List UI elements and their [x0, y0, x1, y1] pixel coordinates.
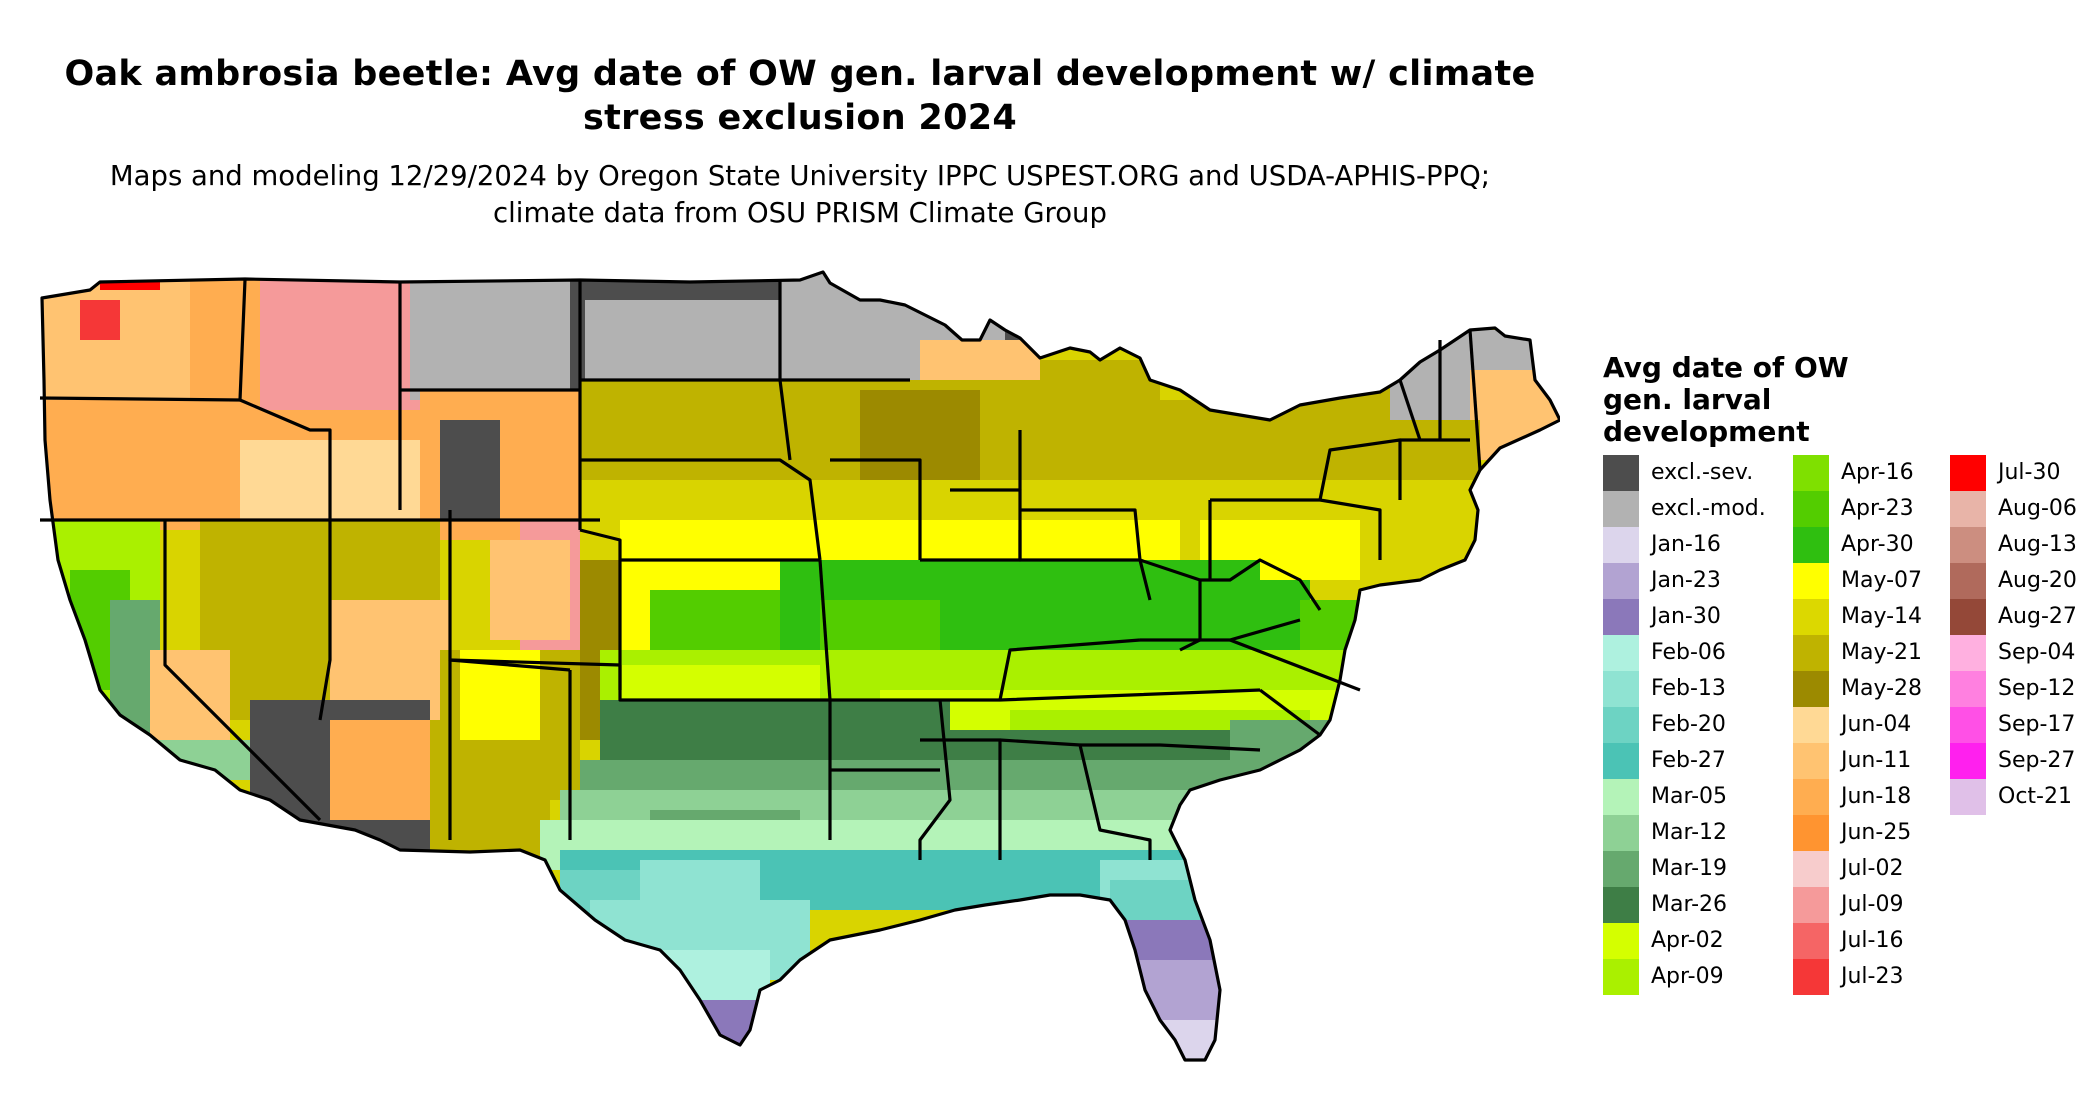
legend-swatch: [1950, 563, 1986, 599]
legend-label: Sep-17: [1998, 712, 2076, 737]
legend-label: Jun-18: [1841, 784, 1912, 809]
legend-swatch: [1793, 887, 1829, 923]
legend-label: May-21: [1841, 640, 1923, 665]
legend-swatch: [1950, 743, 1986, 779]
legend-swatch: [1603, 887, 1639, 923]
legend-label: Oct-21: [1998, 784, 2072, 809]
legend-swatch: [1793, 743, 1829, 779]
legend-swatch: [1793, 779, 1829, 815]
legend-label: Jan-16: [1651, 532, 1721, 557]
legend-label: Apr-02: [1651, 928, 1724, 953]
legend-label: May-28: [1841, 676, 1923, 701]
legend-swatch: [1603, 923, 1639, 959]
legend-label: Jan-30: [1651, 604, 1721, 629]
legend-label: Jun-04: [1841, 712, 1912, 737]
legend-swatch: [1603, 851, 1639, 887]
legend-swatch: [1603, 671, 1639, 707]
legend-label: Jun-25: [1841, 820, 1912, 845]
legend-swatch: [1603, 563, 1639, 599]
legend-swatch: [1603, 527, 1639, 563]
legend-swatch: [1950, 491, 1986, 527]
legend-swatch: [1603, 815, 1639, 851]
legend-label: Jul-09: [1841, 892, 1904, 917]
legend-swatch: [1950, 707, 1986, 743]
legend-label: Mar-12: [1651, 820, 1728, 845]
legend-swatch: [1793, 959, 1829, 995]
legend-label: Apr-23: [1841, 496, 1914, 521]
legend-swatch: [1793, 635, 1829, 671]
legend-swatch: [1793, 923, 1829, 959]
legend-label: Sep-12: [1998, 676, 2076, 701]
legend-swatch: [1793, 851, 1829, 887]
legend-label: Feb-20: [1651, 712, 1726, 737]
legend-label: Jan-23: [1651, 568, 1721, 593]
legend-label: May-07: [1841, 568, 1923, 593]
legend-swatch: [1603, 599, 1639, 635]
legend-label: Apr-16: [1841, 460, 1914, 485]
legend-label: Sep-04: [1998, 640, 2076, 665]
legend-swatch: [1603, 455, 1639, 491]
legend-label: Aug-13: [1998, 532, 2077, 557]
legend-swatch: [1603, 779, 1639, 815]
legend-swatch: [1950, 671, 1986, 707]
legend-label: excl.-mod.: [1651, 496, 1766, 521]
legend-swatch: [1793, 491, 1829, 527]
legend-label: Mar-26: [1651, 892, 1728, 917]
map-subtitle: Maps and modeling 12/29/2024 by Oregon S…: [109, 160, 1491, 229]
legend-label: Jul-02: [1841, 856, 1904, 881]
legend-label: Jul-16: [1841, 928, 1904, 953]
legend-swatch: [1950, 635, 1986, 671]
legend-swatch: [1793, 563, 1829, 599]
legend-label: Apr-09: [1651, 964, 1724, 989]
legend-swatch: [1793, 815, 1829, 851]
legend-swatch: [1603, 743, 1639, 779]
legend-swatch: [1793, 707, 1829, 743]
legend-label: Feb-27: [1651, 748, 1726, 773]
legend-swatch: [1793, 599, 1829, 635]
legend-title: Avg date of OW gen. larval development: [1603, 351, 1849, 448]
legend-label: Jun-11: [1841, 748, 1912, 773]
legend-swatch: [1950, 779, 1986, 815]
legend-swatch: [1603, 491, 1639, 527]
legend-label: Feb-06: [1651, 640, 1726, 665]
legend-swatch: [1603, 635, 1639, 671]
legend-swatch: [1793, 671, 1829, 707]
legend-swatch: [1603, 959, 1639, 995]
legend-swatch: [1793, 527, 1829, 563]
legend-swatch: [1950, 455, 1986, 491]
legend-label: Apr-30: [1841, 532, 1914, 557]
legend-label: Jul-30: [1998, 460, 2061, 485]
legend-label: Aug-27: [1998, 604, 2077, 629]
map-area: [39, 270, 1562, 1062]
legend-label: May-14: [1841, 604, 1923, 629]
map-title: Oak ambrosia beetle: Avg date of OW gen.…: [64, 54, 1536, 138]
legend-label: Jul-23: [1841, 964, 1904, 989]
legend-label: Aug-20: [1998, 568, 2077, 593]
legend-label: Sep-27: [1998, 748, 2076, 773]
legend-swatch: [1950, 527, 1986, 563]
legend-label: Feb-13: [1651, 676, 1726, 701]
legend-swatch: [1793, 455, 1829, 491]
us-map: [39, 270, 1562, 1062]
legend-label: excl.-sev.: [1651, 460, 1754, 485]
legend-label: Aug-06: [1998, 496, 2077, 521]
legend-label: Mar-19: [1651, 856, 1728, 881]
legend-label: Mar-05: [1651, 784, 1728, 809]
legend-swatch: [1603, 707, 1639, 743]
legend-swatch: [1950, 599, 1986, 635]
